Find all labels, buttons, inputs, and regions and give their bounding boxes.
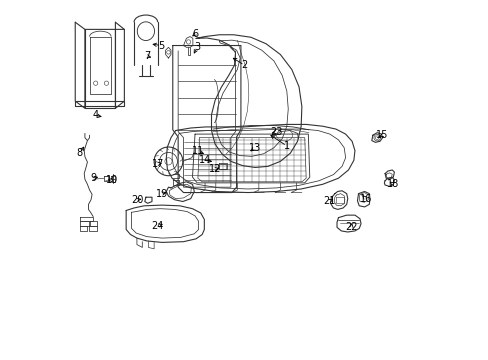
Text: 14: 14 bbox=[199, 155, 211, 165]
Text: 12: 12 bbox=[208, 164, 221, 174]
Text: 6: 6 bbox=[192, 29, 198, 39]
Text: 2: 2 bbox=[241, 60, 247, 70]
Text: 24: 24 bbox=[151, 221, 163, 231]
Text: 5: 5 bbox=[158, 41, 164, 50]
Text: 17: 17 bbox=[151, 159, 163, 169]
Text: 21: 21 bbox=[323, 196, 335, 206]
Text: 19: 19 bbox=[156, 189, 168, 199]
Text: 10: 10 bbox=[106, 175, 119, 185]
Text: 8: 8 bbox=[76, 148, 82, 158]
Text: 18: 18 bbox=[386, 179, 399, 189]
Text: 16: 16 bbox=[359, 194, 371, 204]
Text: 9: 9 bbox=[90, 173, 96, 183]
Text: 1: 1 bbox=[283, 141, 289, 151]
Text: 4: 4 bbox=[92, 111, 99, 121]
Text: 23: 23 bbox=[270, 127, 283, 136]
Text: 7: 7 bbox=[143, 51, 150, 61]
Text: 3: 3 bbox=[194, 42, 200, 52]
Text: 15: 15 bbox=[376, 130, 388, 140]
Text: 11: 11 bbox=[191, 146, 203, 156]
Text: 13: 13 bbox=[248, 143, 261, 153]
Text: 20: 20 bbox=[131, 195, 143, 205]
Text: 22: 22 bbox=[345, 222, 357, 232]
